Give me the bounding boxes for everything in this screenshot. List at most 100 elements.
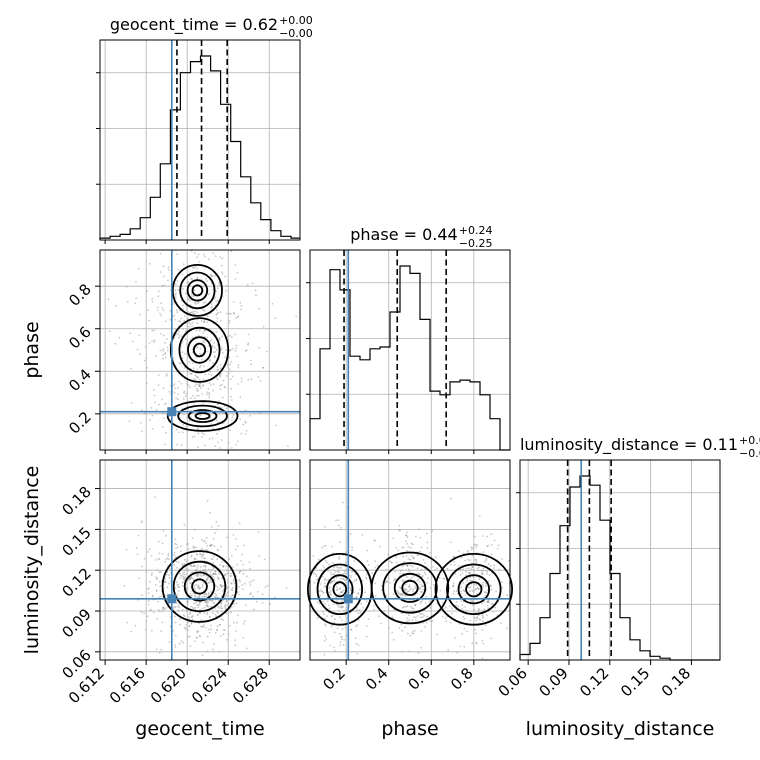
- sample-point: [501, 558, 503, 560]
- sample-point: [213, 573, 216, 576]
- sample-point: [147, 592, 150, 595]
- sample-point: [482, 620, 484, 623]
- sample-point: [197, 253, 200, 256]
- sample-point: [192, 378, 195, 380]
- sample-point: [207, 577, 210, 579]
- contour-10-0-0: [169, 317, 230, 383]
- sample-point: [483, 560, 486, 563]
- sample-point: [460, 600, 463, 602]
- sample-point: [187, 636, 190, 639]
- sample-point: [182, 288, 184, 290]
- sample-point: [194, 265, 197, 268]
- sample-point: [219, 320, 222, 322]
- sample-point: [192, 578, 194, 580]
- sample-point: [338, 593, 340, 596]
- sample-point: [176, 443, 179, 446]
- sample-point: [323, 566, 326, 569]
- sample-point: [235, 347, 238, 350]
- sample-point: [471, 589, 474, 592]
- sample-point: [212, 601, 215, 604]
- sample-point: [453, 590, 456, 593]
- sample-point: [407, 568, 410, 570]
- sample-point: [161, 621, 164, 624]
- sample-point: [419, 612, 421, 615]
- sample-point: [401, 565, 404, 567]
- sample-point: [240, 305, 243, 307]
- sample-point: [155, 589, 158, 592]
- sample-point: [202, 641, 205, 644]
- sample-point: [468, 590, 471, 593]
- sample-point: [220, 601, 223, 604]
- sample-point: [185, 623, 188, 626]
- sample-point: [337, 519, 340, 521]
- sample-point: [200, 538, 203, 541]
- sample-point: [136, 553, 139, 556]
- sample-point: [482, 616, 485, 619]
- sample-point: [151, 414, 154, 417]
- sample-point: [165, 374, 168, 377]
- sample-point: [185, 573, 188, 576]
- sample-point: [194, 378, 197, 381]
- sample-point: [206, 391, 209, 394]
- sample-point: [324, 579, 326, 581]
- sample-point: [490, 553, 493, 556]
- sample-point: [324, 624, 327, 627]
- sample-point: [222, 566, 225, 568]
- sample-point: [209, 340, 212, 343]
- xtick-label-geocent_time-1: 0.616: [106, 664, 149, 707]
- sample-point: [328, 587, 331, 590]
- sample-point: [157, 306, 159, 309]
- sample-point: [236, 545, 239, 547]
- sample-point: [210, 544, 212, 547]
- sample-point: [211, 344, 214, 347]
- sample-point: [184, 395, 187, 397]
- sample-point: [230, 582, 233, 585]
- sample-point: [317, 558, 320, 561]
- sample-point: [216, 312, 218, 315]
- sample-point: [482, 551, 485, 553]
- sample-point: [210, 605, 213, 608]
- sample-point: [218, 283, 221, 286]
- sample-point: [208, 293, 210, 296]
- sample-point: [217, 605, 220, 608]
- sample-point: [355, 578, 358, 581]
- sample-point: [269, 603, 271, 606]
- sample-point: [338, 557, 341, 560]
- sample-point: [501, 581, 503, 583]
- sample-point: [200, 320, 203, 322]
- sample-point: [174, 621, 177, 624]
- sample-point: [208, 631, 211, 634]
- sample-point: [108, 330, 111, 332]
- sample-point: [219, 388, 222, 391]
- sample-point: [237, 315, 240, 318]
- sample-point: [190, 616, 193, 619]
- sample-point: [475, 632, 477, 635]
- sample-point: [194, 606, 197, 609]
- sample-point: [224, 573, 227, 576]
- sample-point: [193, 557, 196, 560]
- sample-point: [148, 548, 151, 551]
- sample-point: [337, 571, 340, 573]
- sample-point: [337, 604, 340, 607]
- sample-point: [181, 431, 184, 434]
- sample-point: [206, 613, 209, 616]
- sample-point: [486, 573, 488, 575]
- sample-point: [336, 588, 339, 591]
- sample-point: [399, 529, 401, 532]
- sample-point: [216, 369, 219, 371]
- sample-point: [261, 593, 264, 596]
- sample-point: [340, 591, 343, 594]
- sample-point: [199, 565, 202, 568]
- sample-point: [475, 558, 478, 561]
- sample-point: [174, 555, 177, 558]
- xlabel-geocent_time: geocent_time: [135, 718, 264, 740]
- sample-point: [339, 567, 341, 569]
- sample-point: [184, 330, 187, 333]
- sample-point: [131, 340, 134, 343]
- sample-point: [209, 359, 211, 361]
- sample-point: [150, 555, 153, 557]
- sample-point: [485, 557, 488, 560]
- sample-point: [161, 553, 164, 555]
- xtick-label-geocent_time-2: 0.620: [147, 664, 190, 707]
- sample-point: [421, 588, 424, 591]
